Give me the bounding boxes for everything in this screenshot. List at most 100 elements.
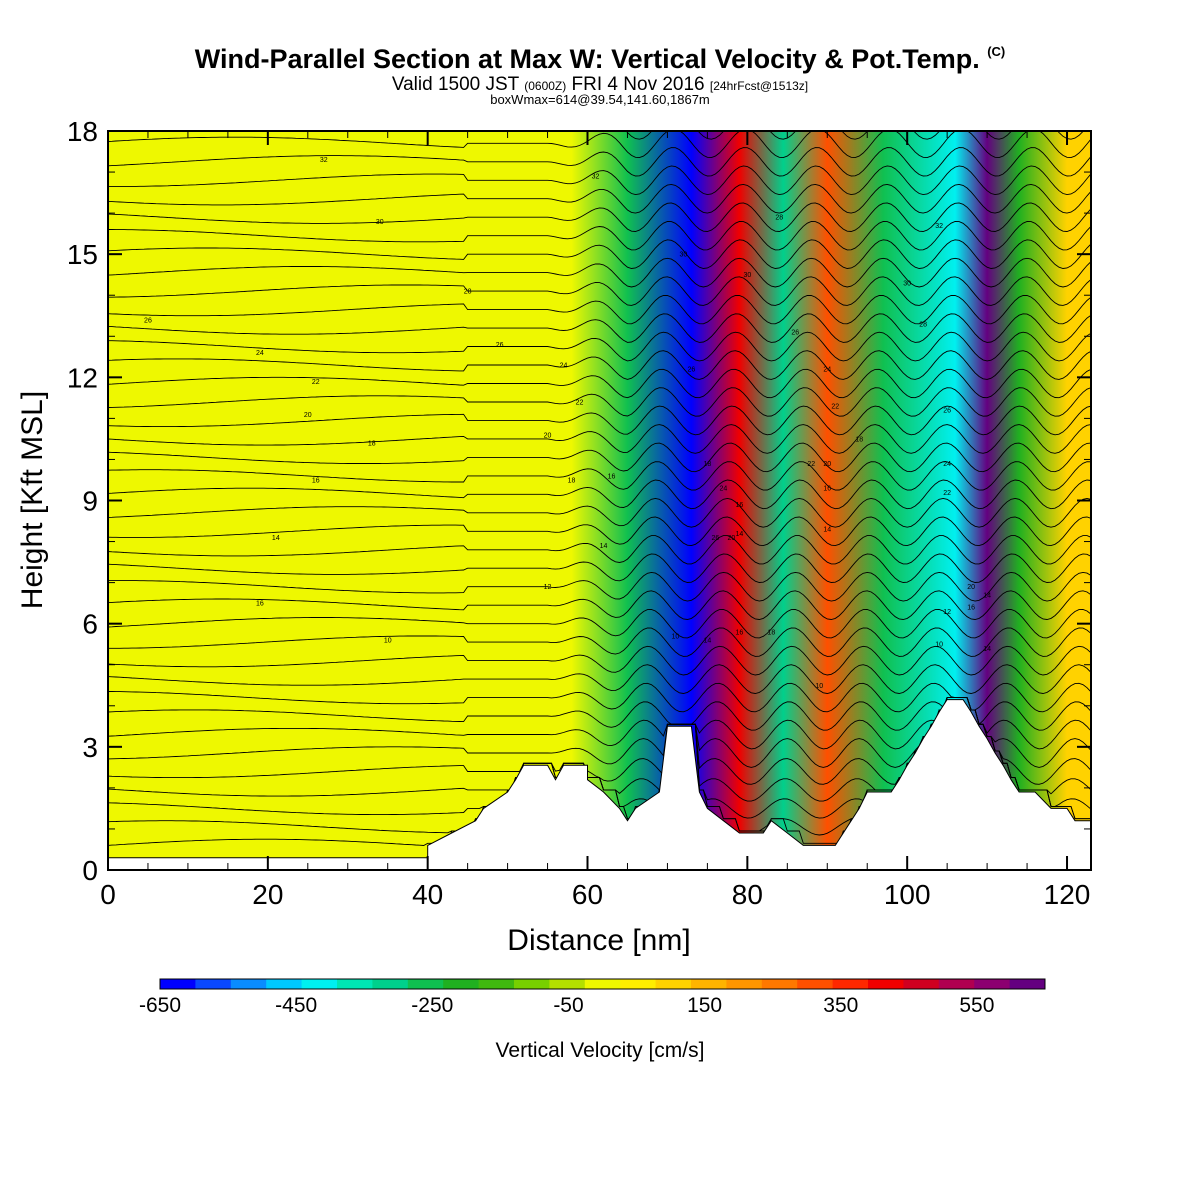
colorbar-swatch xyxy=(726,979,763,989)
colorbar-tick-label: -50 xyxy=(553,994,583,1017)
isentrope-line xyxy=(108,131,1091,159)
colorbar-tick-label: -650 xyxy=(139,994,181,1017)
colorbar-swatch xyxy=(337,979,373,989)
isentrope-label: 18 xyxy=(767,629,775,636)
colorbar-swatch xyxy=(1009,979,1046,989)
x-tick-label: 40 xyxy=(412,879,443,910)
colorbar-swatch xyxy=(761,979,798,989)
y-tick-label: 9 xyxy=(82,486,98,517)
colorbar-swatch xyxy=(938,979,975,989)
colorbar-swatch xyxy=(691,979,727,989)
colorbar-frame xyxy=(159,978,1046,990)
isentrope-label: 26 xyxy=(496,342,504,349)
isentrope-label: 20 xyxy=(727,535,735,542)
isentrope-label: 22 xyxy=(943,490,951,497)
isentrope-line xyxy=(108,221,1091,251)
isentrope-line xyxy=(108,387,1091,417)
isentrope-line xyxy=(108,276,1091,306)
isentrope-line xyxy=(108,368,1091,399)
isentrope-label: 24 xyxy=(560,363,568,370)
isentrope-label: 28 xyxy=(775,215,783,222)
isentrope-line xyxy=(108,405,1091,436)
isentrope-label: 12 xyxy=(943,609,951,616)
isentrope-line xyxy=(108,571,1091,602)
isentrope-label: 24 xyxy=(823,367,831,374)
x-tick-label: 60 xyxy=(572,879,603,910)
isentrope-line xyxy=(108,697,1091,731)
isentrope-label: 14 xyxy=(823,527,831,534)
isentrope-label: 12 xyxy=(544,584,552,591)
colorbar-label: Vertical Velocity [cm/s] xyxy=(496,1039,705,1062)
isentrope-line xyxy=(108,479,1091,510)
box-wmax-line: boxWmax=614@39.54,141.60,1867m xyxy=(490,92,710,107)
isentrope-line xyxy=(409,131,1084,140)
terrain xyxy=(108,699,1091,870)
colorbar-swatch xyxy=(514,979,550,989)
isentrope-label: 20 xyxy=(967,584,975,591)
y-tick-label: 15 xyxy=(67,239,98,270)
isentrope-line xyxy=(108,461,1091,491)
colorbar-tick-label: -250 xyxy=(411,994,453,1017)
isentrope-label: 16 xyxy=(608,473,616,480)
colorbar-tick-label: -450 xyxy=(275,994,317,1017)
isentrope-line xyxy=(108,257,1091,288)
isentrope-line xyxy=(108,516,1091,547)
isentrope-label: 22 xyxy=(831,404,839,411)
isentrope-line xyxy=(108,608,1091,639)
isentrope-line xyxy=(108,590,1091,620)
isentrope-line xyxy=(108,294,1091,325)
isentrope-label: 10 xyxy=(672,633,680,640)
isentrope-label: 24 xyxy=(256,350,264,357)
isentrope-line xyxy=(108,535,1091,565)
isentrope-label: 22 xyxy=(312,379,320,386)
isentrope-label: 14 xyxy=(735,531,743,538)
colorbar: -650 -450 -250 -50 150 350 550 xyxy=(139,978,1046,1017)
isentrope-line xyxy=(108,697,1091,750)
isentrope-line xyxy=(108,331,1091,362)
isentrope-label: 16 xyxy=(735,629,743,636)
colorbar-swatch xyxy=(266,979,303,989)
colorbar-swatch xyxy=(372,979,409,989)
isentrope-label: 18 xyxy=(368,441,376,448)
isentrope-label: 26 xyxy=(711,535,719,542)
isentrope-line xyxy=(108,424,1091,454)
colorbar-tick-label: 550 xyxy=(959,994,994,1017)
isentrope-line xyxy=(108,627,1091,657)
x-tick-label: 100 xyxy=(884,879,931,910)
colorbar-swatch xyxy=(797,979,834,989)
isentrope-label: 10 xyxy=(935,642,943,649)
isentrope-label: 18 xyxy=(568,477,576,484)
axes: 0 20 40 60 80 100 120 0 3 6 9 12 15 18 xyxy=(67,116,1091,910)
colorbar-tick-label: 350 xyxy=(823,994,858,1017)
isentrope-label: 28 xyxy=(464,289,472,296)
colorbar-swatch xyxy=(655,979,692,989)
isentrope-label: 26 xyxy=(144,317,152,324)
y-tick-label: 12 xyxy=(67,362,98,393)
plot-area: 32 30 28 26 26 24 24 22 20 22 18 20 16 18 16 14 14 16 12 10… xyxy=(108,131,1091,870)
colorbar-tick-label: 150 xyxy=(687,994,722,1017)
x-tick-label: 80 xyxy=(732,879,763,910)
colorbar-swatch xyxy=(903,979,940,989)
isentrope-line xyxy=(108,202,1091,232)
y-tick-label: 0 xyxy=(82,855,98,886)
y-tick-label: 3 xyxy=(82,732,98,763)
isentrope-line xyxy=(108,682,1091,713)
colorbar-swatch xyxy=(230,979,267,989)
isentrope-label: 26 xyxy=(943,408,951,415)
isentrope-label: 26 xyxy=(688,367,696,374)
y-axis-label: Height [Kft MSL] xyxy=(16,391,49,609)
colorbar-swatch xyxy=(195,979,232,989)
chart-title: Wind-Parallel Section at Max W: Vertical… xyxy=(194,44,1006,74)
colorbar-swatch xyxy=(584,979,621,989)
isentrope-label: 10 xyxy=(384,638,392,645)
colorbar-swatch xyxy=(478,979,515,989)
colorbar-swatch xyxy=(620,979,657,989)
y-tick-label: 18 xyxy=(67,116,98,147)
isentrope-line xyxy=(108,147,1091,177)
colorbar-swatch xyxy=(443,979,480,989)
colorbar-swatch xyxy=(868,979,904,989)
isentrope-label: 10 xyxy=(815,683,823,690)
isentrope-label: 32 xyxy=(935,223,943,230)
isentrope-label: 20 xyxy=(304,412,312,419)
isentrope-label: 24 xyxy=(719,486,727,493)
